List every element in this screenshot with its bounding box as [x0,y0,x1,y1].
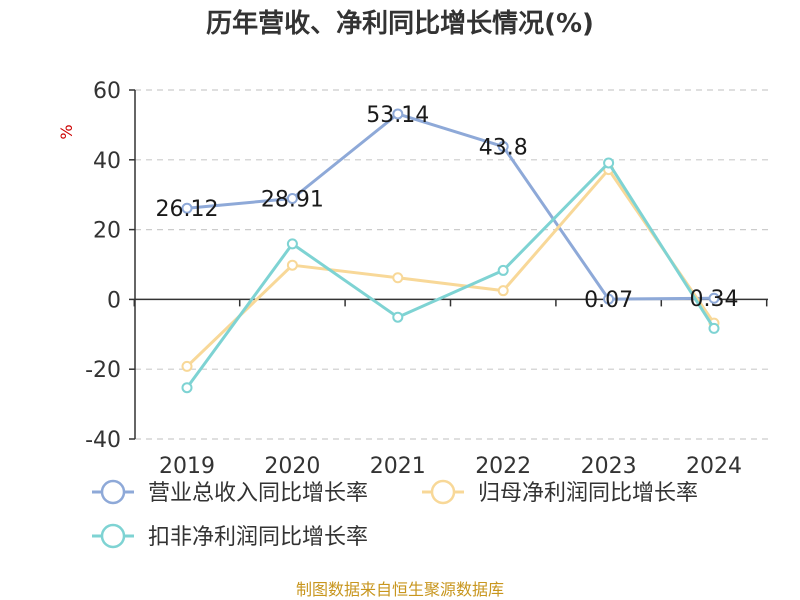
legend-swatch-marker [100,523,126,549]
x-tick-label: 2024 [686,454,742,479]
y-tick-label: -40 [85,428,121,453]
axes: 60 40 20 0 -20 -40 2019 2020 2021 2022 2023 2024 [85,79,768,479]
data-point [497,264,509,276]
legend-label: 扣非净利润同比增长率 [148,525,368,550]
series-group [181,108,720,394]
legend-swatch-marker [100,479,126,505]
data-label: 0.34 [690,287,739,312]
data-label: 53.14 [366,103,429,128]
data-label: 43.8 [479,136,528,161]
y-tick-label: 20 [93,219,121,244]
series-line-3 [185,161,716,389]
y-tick-label: 40 [93,149,121,174]
x-tick-label: 2021 [370,454,426,479]
data-point [181,202,193,214]
data-point [392,311,404,323]
data-point [181,382,193,394]
source-note: 制图数据来自恒生聚源数据库 [296,580,504,599]
data-point [392,108,404,120]
x-tick-label: 2019 [159,454,215,479]
data-point [392,272,404,284]
data-label: 28.91 [261,188,324,213]
y-axis-label: % [57,124,76,139]
data-label: 0.07 [584,288,633,313]
y-tick-label: -20 [85,358,121,383]
data-point [708,292,720,304]
data-point [286,193,298,205]
data-point [497,141,509,153]
y-tick-label: 60 [93,79,121,104]
x-tick-label: 2023 [581,454,637,479]
data-point [603,157,615,169]
data-label: 26.12 [156,197,219,222]
data-point [286,259,298,271]
data-point [286,238,298,250]
legend-label: 营业总收入同比增长率 [148,481,368,506]
series-line-1 [186,112,715,301]
data-point [708,322,720,334]
legend-swatch-marker [430,479,456,505]
x-tick-label: 2022 [475,454,531,479]
chart-title: 历年营收、净利同比增长情况(%) [206,8,594,39]
data-point [497,285,509,297]
y-tick-label: 0 [107,288,121,313]
data-point [181,360,193,372]
series-line-2 [185,168,716,368]
data-labels: 26.12 28.91 53.14 43.8 0.07 0.34 [156,103,739,313]
legend-label: 归母净利润同比增长率 [478,481,698,506]
x-tick-label: 2020 [264,454,320,479]
data-point [603,293,615,305]
